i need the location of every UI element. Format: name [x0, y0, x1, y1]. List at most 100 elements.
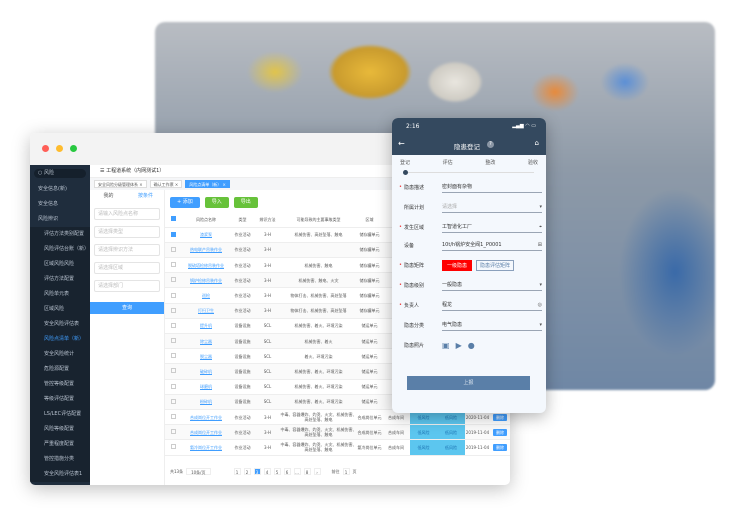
sidebar-item[interactable]: 危险源配置: [30, 362, 90, 377]
page-button[interactable]: 3: [253, 468, 261, 475]
page-button[interactable]: 8: [303, 468, 311, 475]
row-checkbox[interactable]: [165, 333, 182, 350]
sidebar-search[interactable]: ○ 风险: [34, 169, 86, 178]
tab-active[interactable]: 风险点清单（新） ×: [185, 180, 230, 188]
sidebar-item[interactable]: 管控措施分类: [30, 452, 90, 467]
risk-point-link[interactable]: 球磨机: [182, 379, 230, 395]
add-voice-icon[interactable]: ●: [467, 340, 475, 350]
import-button[interactable]: 导入: [204, 197, 229, 208]
risk-point-link[interactable]: 提升机: [182, 318, 230, 335]
location-icon[interactable]: ⌖: [539, 223, 542, 230]
query-button[interactable]: 查询: [90, 302, 164, 314]
sidebar-item[interactable]: 区域风险: [30, 302, 90, 317]
sidebar-item[interactable]: 管控等级配置: [30, 377, 90, 392]
sidebar-item[interactable]: 严重程度配置: [30, 437, 90, 452]
row-checkbox[interactable]: [165, 257, 182, 274]
sidebar-item[interactable]: 风险点清单（新）: [30, 332, 90, 347]
page-button[interactable]: ...: [293, 468, 301, 475]
field-value[interactable]: 请选择 ▾: [442, 202, 542, 213]
department-select[interactable]: 请选择部门: [94, 280, 160, 292]
sidebar-item[interactable]: 安全风险评估表1: [30, 467, 90, 482]
maximize-dot[interactable]: [70, 145, 77, 152]
sidebar-item[interactable]: 评估方法类别配置: [30, 227, 90, 242]
submit-button[interactable]: 上报: [407, 376, 530, 390]
page-button[interactable]: ›: [313, 468, 321, 475]
chevron-down-icon[interactable]: ▾: [539, 321, 542, 328]
page-button[interactable]: 2: [243, 468, 251, 475]
row-checkbox[interactable]: [165, 227, 182, 243]
risk-point-link[interactable]: 打扫卫生: [182, 303, 230, 319]
sidebar-item[interactable]: 等级评估配置: [30, 392, 90, 407]
sidebar-item[interactable]: 风险单元表: [30, 287, 90, 302]
page-button[interactable]: 6: [283, 468, 291, 475]
close-dot[interactable]: [42, 145, 49, 152]
minimize-dot[interactable]: [56, 145, 63, 152]
name-input[interactable]: 请输入风险点名称: [94, 208, 160, 220]
type-select[interactable]: 请选择类型: [94, 226, 160, 238]
row-checkbox[interactable]: [165, 287, 182, 304]
risk-point-link[interactable]: 脱硫塔检修吊装作业: [182, 257, 230, 274]
row-checkbox[interactable]: [165, 272, 182, 289]
contact-icon[interactable]: ◎: [537, 301, 542, 308]
risk-point-link[interactable]: 粉碎机: [182, 394, 230, 410]
delete-button[interactable]: 删除: [493, 443, 507, 451]
area-select[interactable]: 请选择区域: [94, 262, 160, 274]
field-value[interactable]: 程龙 ◎: [442, 300, 542, 311]
add-photo-icon[interactable]: ▣: [442, 340, 450, 350]
sidebar-item[interactable]: 评估方法配置: [30, 272, 90, 287]
method-select[interactable]: 请选择辨识方法: [94, 244, 160, 256]
select-all-checkbox[interactable]: [165, 212, 182, 228]
filter-tab-mine[interactable]: 我的: [103, 193, 114, 199]
sidebar-item[interactable]: 风险评估台账（新）: [30, 242, 90, 257]
add-button[interactable]: + 添加: [170, 197, 200, 208]
back-arrow-icon[interactable]: ←: [398, 139, 405, 148]
risk-point-link[interactable]: 破碎机: [182, 363, 230, 380]
sidebar-item[interactable]: 风险等级配置: [30, 422, 90, 437]
sidebar-item[interactable]: LS/LEC评估配置: [30, 407, 90, 422]
row-checkbox[interactable]: [165, 348, 182, 365]
row-checkbox[interactable]: [165, 363, 182, 380]
field-value[interactable]: 10t/h锅炉安全阀1_P0001 ⊞: [442, 240, 542, 251]
chevron-down-icon[interactable]: ▾: [539, 203, 542, 210]
risk-point-link[interactable]: 合成岗位开工作业: [182, 424, 230, 441]
tab[interactable]: 确认工作票 ×: [149, 180, 183, 188]
device-icon[interactable]: ⊞: [537, 241, 542, 248]
row-checkbox[interactable]: [165, 318, 182, 335]
sidebar-item[interactable]: 区域风险风险: [30, 257, 90, 272]
tab[interactable]: 安全风险分级管理体系 ×: [94, 180, 147, 188]
risk-point-link[interactable]: 除尘器: [182, 333, 230, 350]
sidebar-item[interactable]: 安全信息(新): [38, 186, 67, 192]
row-checkbox[interactable]: [165, 409, 182, 426]
page-size-select[interactable]: 10条/页: [186, 468, 211, 475]
filter-tab-condition[interactable]: 按条件: [127, 190, 164, 202]
delete-button[interactable]: 删除: [493, 428, 507, 436]
home-icon[interactable]: ⌂: [534, 139, 539, 147]
delete-button[interactable]: 删除: [493, 413, 507, 421]
help-icon[interactable]: ?: [487, 141, 494, 148]
row-checkbox[interactable]: [165, 394, 182, 410]
sidebar-item[interactable]: 安全信息: [38, 201, 59, 207]
row-checkbox[interactable]: [165, 439, 182, 456]
matrix-button[interactable]: 隐患评估矩阵: [476, 259, 515, 271]
goto-input[interactable]: 1: [342, 468, 350, 475]
row-checkbox[interactable]: [165, 242, 182, 259]
risk-point-link[interactable]: 渣浆泵: [182, 227, 230, 243]
sidebar-item[interactable]: 安全风险评估表: [30, 317, 90, 332]
menu-icon[interactable]: ☰: [100, 168, 107, 174]
sidebar-item[interactable]: 风险辨识: [38, 216, 59, 222]
add-video-icon[interactable]: ▶: [455, 340, 462, 350]
field-value[interactable]: 一般隐患 ▾: [442, 280, 542, 291]
page-button[interactable]: 4: [263, 468, 271, 475]
field-value[interactable]: 工智道化工厂 ⌖: [442, 222, 542, 233]
sidebar-item[interactable]: 安全风险统计: [30, 347, 90, 362]
row-checkbox[interactable]: [165, 303, 182, 319]
page-button[interactable]: 1: [233, 468, 241, 475]
page-button[interactable]: 5: [273, 468, 281, 475]
risk-point-link[interactable]: 合成岗位开工作业: [182, 409, 230, 426]
export-button[interactable]: 导出: [233, 197, 258, 208]
chevron-down-icon[interactable]: ▾: [539, 281, 542, 288]
risk-point-link[interactable]: 热电联产吊装作业: [182, 242, 230, 259]
row-checkbox[interactable]: [165, 424, 182, 441]
risk-point-link[interactable]: 脱尘器: [182, 348, 230, 365]
row-checkbox[interactable]: [165, 379, 182, 395]
